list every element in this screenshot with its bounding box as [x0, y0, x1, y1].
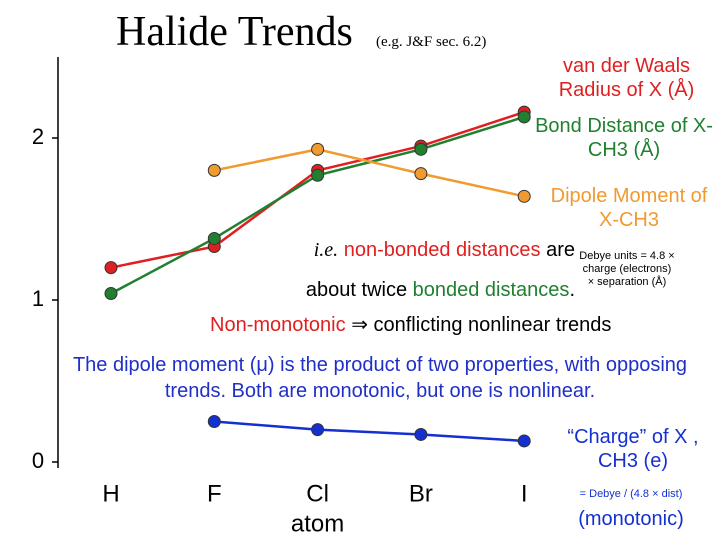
series-line	[214, 148, 525, 198]
y-tick-label: 1	[32, 286, 44, 311]
legend-note: (monotonic)	[578, 508, 684, 530]
point	[414, 142, 428, 156]
x-tick-label: H	[102, 480, 119, 507]
y-tick-label: 0	[32, 448, 44, 473]
point	[104, 261, 118, 275]
legend-notes: Debye units = 4.8 × charge (electrons) × s…	[562, 250, 692, 289]
note-text: .	[569, 279, 575, 301]
x-tick-label: Cl	[306, 480, 329, 507]
legend-notes: = Debye / (4.8 × dist) (monotonic)	[556, 488, 706, 531]
point	[517, 434, 531, 448]
legend-entry: van der Waals Radius of X (Å)	[539, 54, 714, 102]
chart-subtitle: (e.g. J&F sec. 6.2)	[376, 34, 487, 50]
point	[207, 163, 221, 177]
legend-label: Bond Distance of X-CH3 (Å)	[535, 115, 713, 161]
legend-entry: Dipole Moment of X-CH3	[544, 184, 714, 232]
note-text: i.e.	[313, 239, 339, 261]
legend-note: charge (electrons)	[582, 263, 672, 275]
dipole-note: The dipole moment (μ) is the product of …	[72, 354, 688, 402]
chart-title: Halide Trends	[116, 9, 353, 55]
legend-entry: “Charge” of X , CH3 (e)	[558, 425, 708, 473]
legend-note: × separation (Å)	[587, 276, 667, 288]
point	[207, 415, 221, 428]
series-line	[214, 420, 525, 443]
y-tick-label: 2	[32, 124, 44, 149]
legend-label: Dipole Moment of X-CH3	[550, 185, 708, 231]
note-text: non-bonded distances	[343, 239, 541, 261]
note-text: ⇒ conflicting nonlinear trends	[351, 314, 612, 336]
note-text: Non-monotonic	[210, 314, 346, 336]
note-text: bonded distances	[412, 279, 570, 301]
legend-label: van der Waals Radius of X (Å)	[558, 55, 695, 101]
point	[517, 110, 531, 124]
distance-note: i.e. non-bonded distances are about twice…	[240, 230, 575, 310]
x-tick-label: I	[521, 480, 528, 507]
legend-note: = Debye / (4.8 × dist)	[579, 488, 683, 500]
point	[517, 189, 531, 203]
x-tick-label: F	[207, 480, 222, 507]
x-axis-label: atom	[291, 510, 344, 537]
legend-entry: Bond Distance of X-CH3 (Å)	[534, 114, 714, 162]
note-text: are	[546, 239, 575, 261]
x-tick-label: Br	[409, 480, 433, 507]
point	[414, 167, 428, 181]
point	[311, 168, 325, 182]
point	[311, 142, 325, 156]
point	[311, 423, 325, 437]
legend-label: “Charge” of X , CH3 (e)	[567, 426, 699, 472]
point	[414, 427, 428, 441]
note-text: about twice	[305, 279, 408, 301]
point	[104, 287, 118, 301]
legend-note: Debye units = 4.8 ×	[579, 250, 675, 262]
trend-note: Non-monotonic ⇒ conflicting nonlinear tr…	[210, 312, 611, 337]
point	[207, 231, 221, 245]
